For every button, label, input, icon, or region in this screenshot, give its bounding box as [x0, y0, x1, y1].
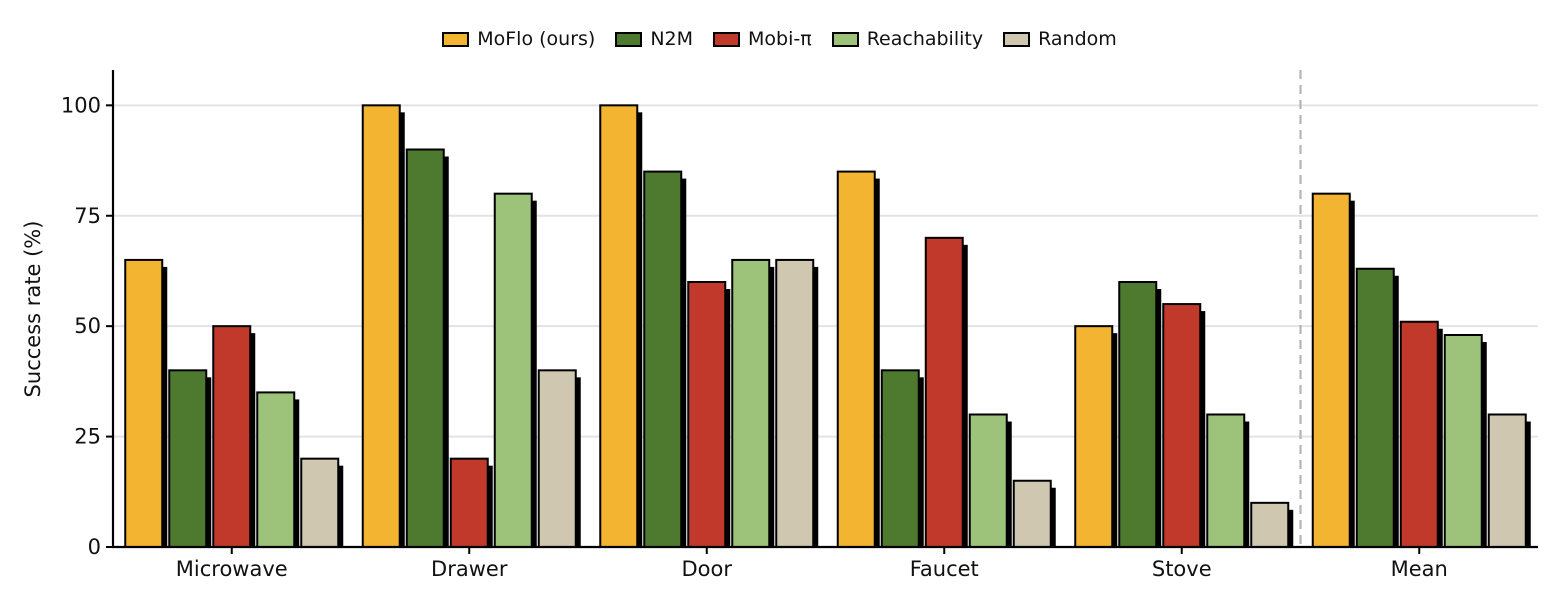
bar-door-reachability: [731, 258, 771, 548]
bar-microwave-mobi: [212, 325, 252, 548]
bar-microwave-random: [300, 457, 340, 548]
bar-microwave-moflo-ours: [124, 258, 164, 548]
legend-label-moflo: MoFlo (ours): [477, 28, 596, 50]
x-tick-label-drawer: Drawer: [431, 557, 508, 581]
bar-drawer-moflo-ours: [361, 104, 401, 548]
bar-faucet-moflo-ours: [836, 170, 876, 548]
x-tick-label-microwave: Microwave: [176, 557, 288, 581]
legend-item-mobi-pi: Mobi-π: [713, 28, 812, 50]
axes: [111, 70, 1538, 549]
legend-swatch-n2m: [615, 31, 643, 47]
legend-item-moflo: MoFlo (ours): [442, 28, 595, 50]
y-tick-label-0: 0: [88, 535, 101, 559]
y-tick-label-75: 75: [74, 204, 101, 228]
y-tick-label-100: 100: [61, 93, 101, 117]
bar-mean-reachability: [1443, 334, 1483, 548]
x-tick-label-faucet: Faucet: [910, 557, 979, 581]
y-tick-label-50: 50: [74, 314, 101, 338]
bar-faucet-reachability: [968, 413, 1008, 548]
x-tick-label-stove: Stove: [1152, 557, 1212, 581]
bar-drawer-random: [537, 369, 577, 549]
bar-stove-n2m: [1118, 281, 1158, 548]
bar-microwave-n2m: [168, 369, 208, 549]
legend-item-n2m: N2M: [615, 28, 693, 50]
legend-swatch-random: [1003, 31, 1031, 47]
legend-label-mobi-pi: Mobi-π: [748, 28, 812, 50]
bar-stove-mobi: [1162, 303, 1202, 549]
y-ticks: 0 25 50 75 100: [61, 93, 113, 559]
legend-label-reachability: Reachability: [866, 28, 984, 50]
bar-door-random: [775, 258, 815, 548]
legend-item-reachability: Reachability: [831, 28, 984, 50]
bar-faucet-random: [1012, 479, 1052, 548]
bar-stove-random: [1250, 501, 1290, 549]
legend-swatch-reachability: [831, 31, 859, 47]
bar-drawer-mobi: [449, 457, 489, 548]
bar-faucet-mobi: [924, 236, 964, 548]
bar-mean-moflo-ours: [1311, 192, 1351, 549]
y-tick-label-25: 25: [74, 425, 101, 449]
x-tick-label-door: Door: [681, 557, 732, 581]
bar-mean-mobi: [1399, 320, 1439, 548]
bar-stove-reachability: [1206, 413, 1246, 548]
legend-item-random: Random: [1003, 28, 1117, 50]
bar-stove-moflo-ours: [1074, 325, 1114, 548]
legend: MoFlo (ours) N2M Mobi-π Reachability Ran…: [0, 26, 1559, 52]
legend-swatch-mobi-pi: [713, 31, 741, 47]
bar-door-mobi: [687, 281, 727, 548]
bar-drawer-reachability: [493, 192, 533, 549]
legend-label-n2m: N2M: [650, 28, 694, 50]
bar-drawer-n2m: [405, 148, 445, 548]
legend-swatch-moflo: [442, 31, 470, 47]
x-tick-label-mean: Mean: [1391, 557, 1448, 581]
legend-label-random: Random: [1038, 28, 1117, 50]
bar-mean-random: [1487, 413, 1527, 548]
bar-microwave-reachability: [256, 391, 296, 548]
bar-mean-n2m: [1355, 267, 1395, 548]
bar-door-moflo-ours: [599, 104, 639, 548]
x-ticks: Microwave Drawer Door Faucet Stove Mean: [176, 547, 1448, 581]
bar-door-n2m: [643, 170, 683, 548]
bar-faucet-n2m: [880, 369, 920, 549]
